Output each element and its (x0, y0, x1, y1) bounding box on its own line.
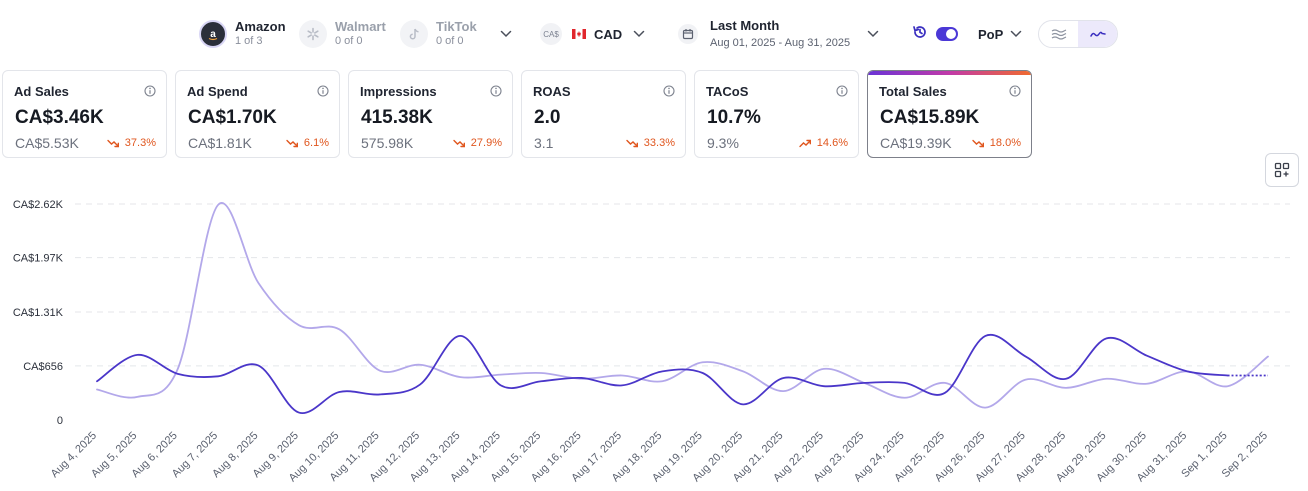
comparison-mode-label: PoP (978, 26, 1004, 42)
info-icon[interactable] (144, 84, 156, 97)
metric-previous-value: CA$1.81K (188, 135, 252, 151)
metric-card-total-sales[interactable]: Total Sales CA$15.89K CA$19.39K 18.0% (867, 70, 1032, 158)
metric-delta: 14.6% (799, 137, 848, 149)
metric-name: Ad Sales (14, 84, 69, 99)
platform-dropdown-chevron-icon[interactable] (499, 27, 513, 41)
canada-flag-icon (572, 29, 586, 39)
metric-delta-value: 37.3% (124, 137, 156, 149)
info-icon[interactable] (490, 84, 502, 97)
y-tick-label: 0 (57, 415, 63, 427)
platform-sub: 0 of 0 (335, 35, 363, 48)
metric-card-tacos[interactable]: TACoS 10.7% 9.3% 14.6% (694, 70, 859, 158)
date-range-picker[interactable]: Last Month Aug 01, 2025 - Aug 31, 2025 (678, 18, 880, 50)
add-widget-icon (1274, 162, 1290, 178)
history-icon[interactable] (912, 24, 928, 45)
currency-selector[interactable]: CA$ CAD (540, 22, 646, 46)
metric-delta: 37.3% (107, 137, 156, 149)
trend-down-icon (107, 139, 119, 147)
metric-card-ad-spend[interactable]: Ad Spend CA$1.70K CA$1.81K 6.1% (175, 70, 340, 158)
metric-previous-value: CA$19.39K (880, 135, 952, 151)
chevron-down-icon (1009, 27, 1023, 41)
platform-name: Walmart (335, 19, 386, 35)
metric-value: 415.38K (361, 107, 433, 128)
metric-previous-value: 9.3% (707, 135, 739, 151)
platform-amazon[interactable]: a Amazon 1 of 3 (199, 18, 286, 50)
metric-previous-value: 3.1 (534, 135, 554, 151)
platform-walmart[interactable]: Walmart 0 of 0 (299, 18, 386, 50)
chevron-down-icon (866, 27, 880, 41)
metric-value: 10.7% (707, 107, 761, 128)
add-widget-button[interactable] (1265, 153, 1299, 187)
info-icon[interactable] (836, 84, 848, 97)
metric-name: TACoS (706, 84, 749, 99)
top-bar: a Amazon 1 of 3 Walmart 0 of 0 TikTok 0 … (0, 0, 1308, 68)
trend-down-icon (453, 139, 465, 147)
info-icon[interactable] (1009, 84, 1021, 97)
metric-name: Total Sales (879, 84, 947, 99)
trend-down-icon (286, 139, 298, 147)
selected-indicator (868, 71, 1031, 75)
info-icon[interactable] (663, 84, 675, 97)
trend-up-icon (799, 139, 811, 147)
metric-value: CA$15.89K (880, 107, 980, 128)
platform-tiktok[interactable]: TikTok 0 of 0 (400, 18, 477, 50)
info-icon[interactable] (317, 84, 329, 97)
walmart-icon (299, 20, 327, 48)
metric-delta-value: 14.6% (816, 137, 848, 149)
metric-delta-value: 6.1% (303, 137, 329, 149)
current-period-line (96, 333, 1229, 414)
chart-view-switch (1038, 20, 1118, 48)
y-tick-label: CA$1.31K (13, 307, 64, 319)
metric-delta: 18.0% (972, 137, 1021, 149)
platform-name: TikTok (436, 19, 477, 35)
line-chart-icon[interactable] (1078, 21, 1117, 47)
platform-sub: 1 of 3 (235, 35, 263, 48)
compare-toggle[interactable] (936, 27, 958, 41)
trend-down-icon (626, 139, 638, 147)
metric-delta-value: 18.0% (989, 137, 1021, 149)
metric-previous-value: CA$5.53K (15, 135, 79, 151)
date-range-dates: Aug 01, 2025 - Aug 31, 2025 (710, 36, 851, 49)
amazon-icon: a (199, 20, 227, 48)
metric-name: ROAS (533, 84, 571, 99)
currency-symbol: CA$ (540, 23, 562, 45)
metric-value: CA$3.46K (15, 107, 104, 128)
comparison-mode-dropdown[interactable]: PoP (978, 24, 1023, 44)
trend-down-icon (972, 139, 984, 147)
metric-value: 2.0 (534, 107, 561, 128)
platform-name: Amazon (235, 19, 286, 35)
metric-card-impressions[interactable]: Impressions 415.38K 575.98K 27.9% (348, 70, 513, 158)
platform-sub: 0 of 0 (436, 35, 464, 48)
metric-delta: 27.9% (453, 137, 502, 149)
metric-name: Ad Spend (187, 84, 248, 99)
y-tick-label: CA$656 (23, 361, 63, 373)
area-chart-icon[interactable] (1039, 21, 1078, 47)
tiktok-icon (400, 20, 428, 48)
date-range-title: Last Month (710, 18, 780, 34)
metric-cards: Ad Sales CA$3.46K CA$5.53K 37.3% Ad Spen… (2, 70, 1302, 159)
previous-period-line (96, 202, 1269, 409)
metric-name: Impressions (360, 84, 437, 99)
calendar-icon (678, 24, 698, 44)
metric-card-roas[interactable]: ROAS 2.0 3.1 33.3% (521, 70, 686, 158)
metric-delta: 6.1% (286, 137, 329, 149)
metric-previous-value: 575.98K (361, 135, 414, 151)
y-tick-label: CA$2.62K (13, 199, 64, 211)
metric-delta: 33.3% (626, 137, 675, 149)
metric-value: CA$1.70K (188, 107, 277, 128)
compare-control (912, 24, 958, 44)
svg-text:a: a (210, 29, 216, 40)
metric-delta-value: 33.3% (643, 137, 675, 149)
currency-code: CAD (594, 26, 623, 42)
chevron-down-icon (632, 27, 646, 41)
metric-delta-value: 27.9% (470, 137, 502, 149)
metric-card-ad-sales[interactable]: Ad Sales CA$3.46K CA$5.53K 37.3% (2, 70, 167, 158)
y-tick-label: CA$1.97K (13, 253, 64, 265)
